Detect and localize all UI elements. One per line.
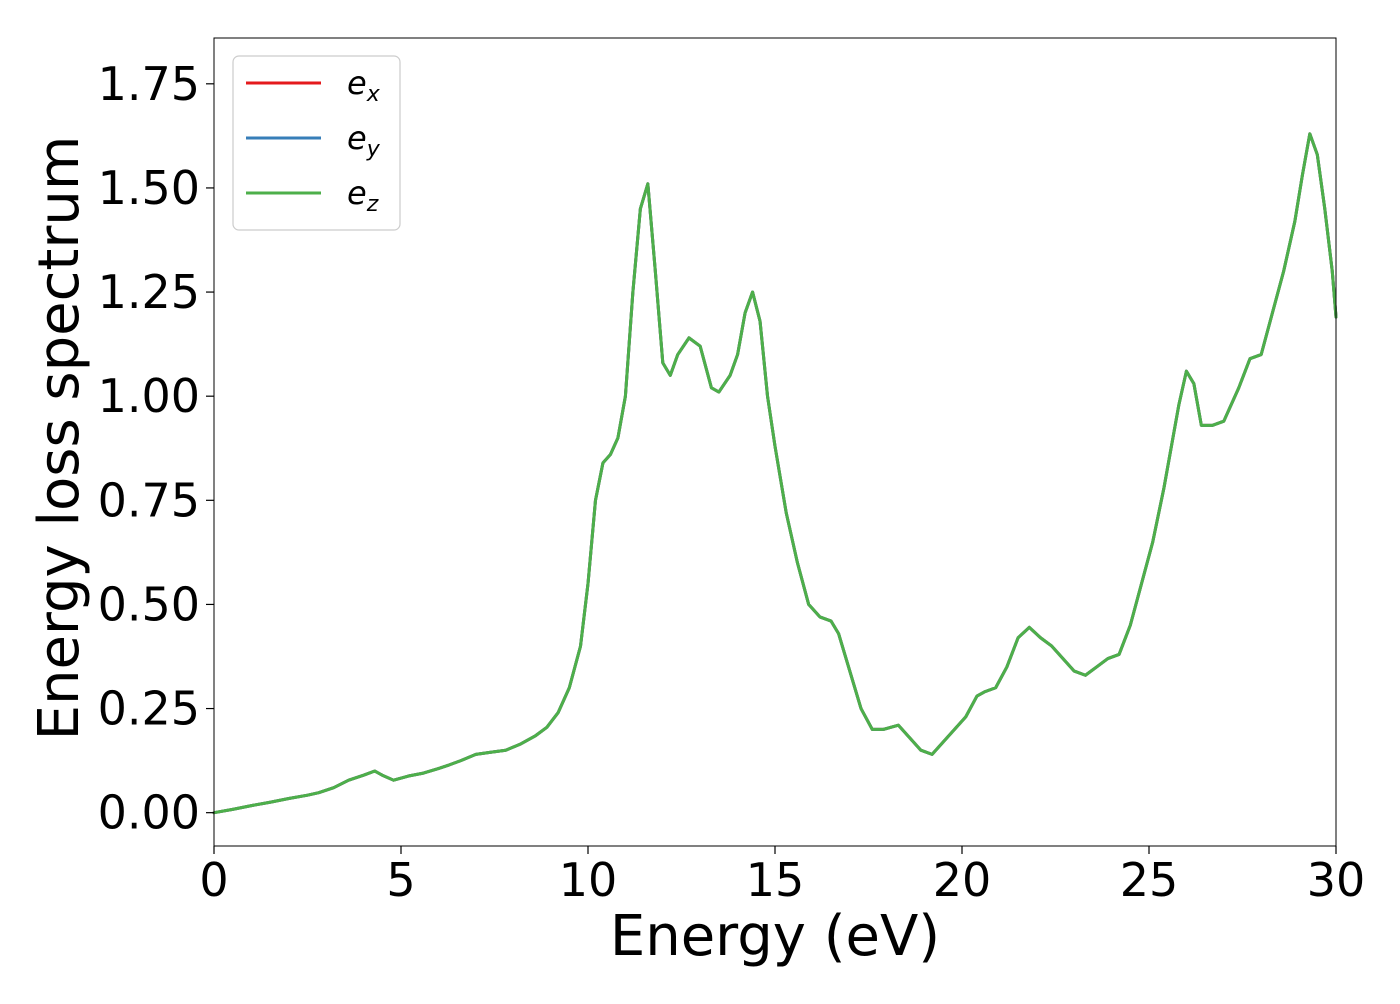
legend-label: ey [347, 119, 381, 162]
y-axis-label: Energy loss spectrum [27, 136, 92, 741]
y-tick-label: 1.50 [98, 161, 200, 215]
y-tick-label: 0.25 [98, 682, 200, 736]
y-tick-label: 0.00 [98, 786, 200, 840]
y-tick-label: 1.25 [98, 265, 200, 319]
legend-box [232, 55, 401, 231]
x-tick-label: 5 [386, 853, 415, 907]
legend-label-subscript: y [366, 137, 381, 162]
y-axis: 0.00 0.25 0.50 0.75 1.00 1.25 1.50 1.75 [98, 57, 214, 840]
legend-label: ez [347, 174, 379, 217]
legend-label-base: e [347, 64, 367, 102]
series-line-ez [212, 132, 1338, 815]
legend-label-subscript: x [366, 82, 381, 107]
x-tick-label: 20 [933, 853, 992, 907]
legend-label-subscript: z [366, 192, 379, 217]
x-tick-label: 15 [746, 853, 805, 907]
legend-label-base: e [347, 174, 367, 212]
x-tick-label: 0 [199, 853, 228, 907]
x-axis: 0 5 10 15 20 25 30 [199, 846, 1365, 907]
plot-area [212, 132, 1338, 815]
x-tick-label: 25 [1120, 853, 1179, 907]
x-tick-label: 30 [1307, 853, 1366, 907]
y-tick-label: 1.00 [98, 369, 200, 423]
legend-label: ex [347, 64, 381, 107]
x-tick-label: 10 [559, 853, 618, 907]
y-tick-label: 1.75 [98, 57, 200, 111]
x-axis-label: Energy (eV) [610, 904, 940, 969]
y-tick-label: 0.75 [98, 473, 200, 527]
y-tick-label: 0.50 [98, 577, 200, 631]
legend-label-base: e [347, 119, 367, 157]
